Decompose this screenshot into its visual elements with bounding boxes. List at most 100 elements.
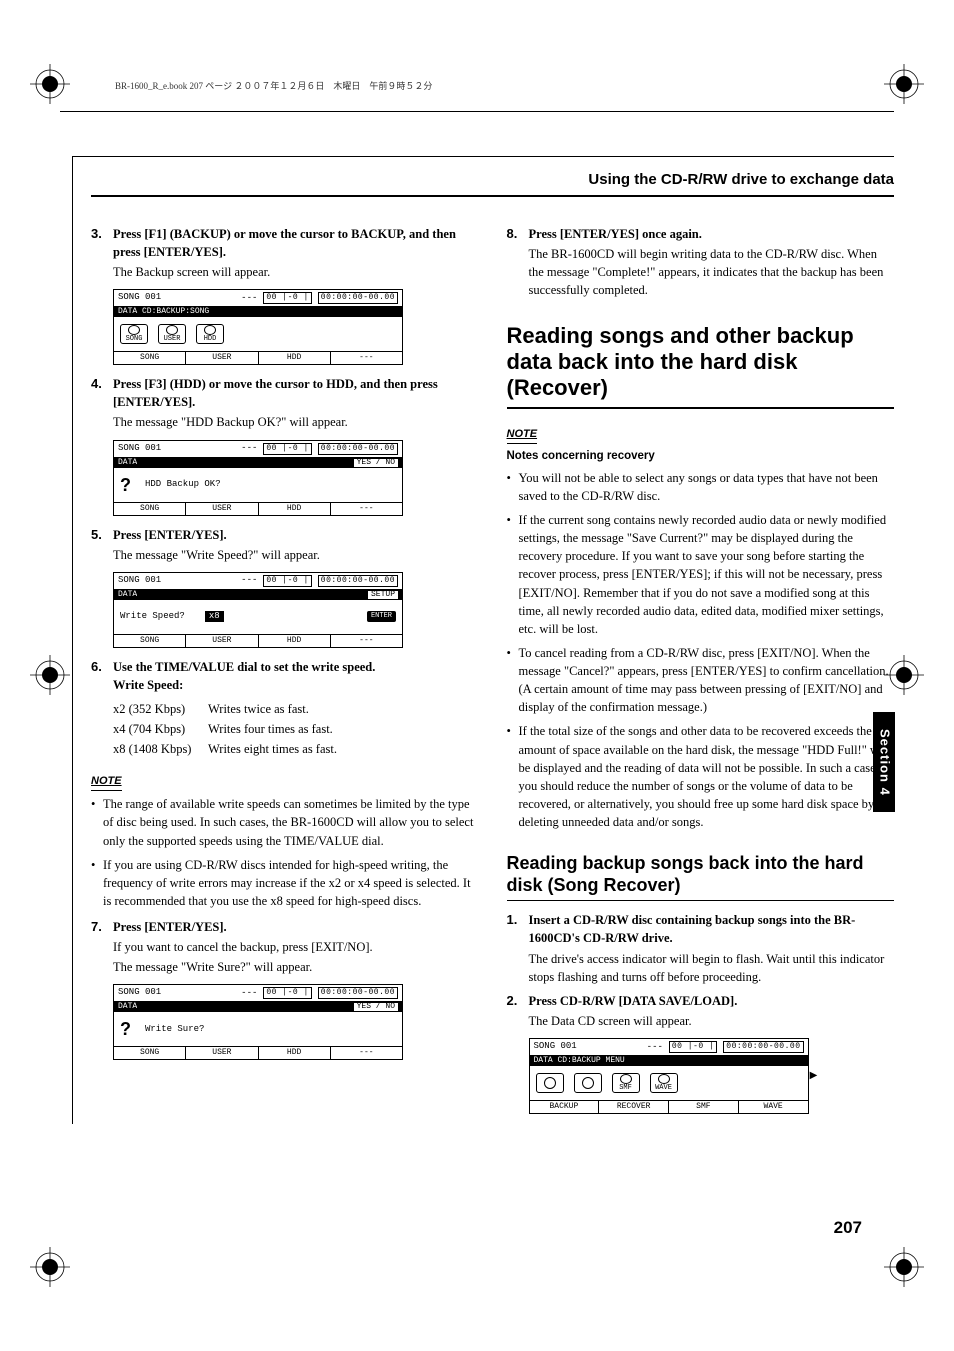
content-frame: Using the CD-R/RW drive to exchange data… [72, 156, 894, 1124]
section-title: Using the CD-R/RW drive to exchange data [91, 169, 894, 197]
lcd-song: SONG 001 [114, 441, 237, 457]
lcd-breadcrumb: DATA CD:BACKUP MENU [530, 1056, 808, 1066]
step-5: 5. Press [ENTER/YES]. The message "Write… [91, 526, 479, 564]
page: BR-1600_R_e.book 207 ページ ２００７年１２月６日 木曜日 … [0, 0, 954, 1351]
section-tab: Section 4 [873, 712, 895, 812]
step-number: 3. [91, 225, 113, 281]
lcd-value: x8 [205, 611, 224, 622]
step-instruction: Press [F3] (HDD) or move the cursor to H… [113, 377, 438, 409]
lcd-screenshot: SONG 001 --- 00 |-0 | 00:00:00-00.00 DAT… [113, 572, 403, 648]
book-header: BR-1600_R_e.book 207 ページ ２００７年１２月６日 木曜日 … [115, 80, 894, 93]
lcd-softkey: WAVE [739, 1101, 808, 1113]
crop-mark-icon [30, 64, 70, 104]
step-instruction: Insert a CD-R/RW disc containing backup … [529, 913, 856, 945]
disc-icon [574, 1073, 602, 1093]
list-item: If the current song contains newly recor… [507, 511, 895, 638]
lcd-counter: 00:00:00-00.00 [318, 292, 398, 304]
note-list: The range of available write speeds can … [91, 795, 479, 910]
lcd-tag: YES / NO [354, 459, 398, 467]
step-instruction: Press [ENTER/YES]. [113, 920, 227, 934]
table-cell: x2 (352 Kbps) [113, 700, 208, 718]
step-text: The message "HDD Backup OK?" will appear… [113, 413, 479, 431]
right-column: 8. Press [ENTER/YES] once again. The BR-… [507, 225, 895, 1124]
step-number: 4. [91, 375, 113, 431]
step-text: The message "Write Sure?" will appear. [113, 958, 479, 976]
note-subheading: Notes concerning recovery [507, 448, 895, 465]
table-cell: Writes four times as fast. [208, 720, 333, 738]
step-text: The Data CD screen will appear. [529, 1012, 895, 1030]
disc-icon: WAVE [650, 1073, 678, 1093]
lcd-screenshot: SONG 001 --- 00 |-0 | 00:00:00-00.00 DAT… [113, 289, 403, 365]
step-3: 3. Press [F1] (BACKUP) or move the curso… [91, 225, 479, 281]
page-number: 207 [834, 1216, 862, 1241]
step-number: 6. [91, 658, 113, 694]
enter-badge: ENTER [367, 611, 396, 622]
table-cell: x8 (1408 Kbps) [113, 740, 208, 758]
list-item: To cancel reading from a CD-R/RW disc, p… [507, 644, 895, 717]
step-instruction: Press [F1] (BACKUP) or move the cursor t… [113, 227, 456, 259]
step-number: 8. [507, 225, 529, 300]
lcd-softkey: SMF [669, 1101, 739, 1113]
step-r2: 2. Press CD-R/RW [DATA SAVE/LOAD]. The D… [507, 992, 895, 1030]
crop-mark-icon [884, 1247, 924, 1287]
step-instruction: Use the TIME/VALUE dial to set the write… [113, 660, 375, 674]
lcd-message: Write Sure? [145, 1025, 204, 1034]
step-4: 4. Press [F3] (HDD) or move the cursor t… [91, 375, 479, 431]
crop-mark-icon [884, 64, 924, 104]
lcd-softkey: SONG [114, 352, 186, 364]
question-icon: ? [120, 1020, 131, 1038]
step-8: 8. Press [ENTER/YES] once again. The BR-… [507, 225, 895, 300]
lcd-message: Write Speed? [120, 612, 185, 621]
step-number: 1. [507, 911, 529, 986]
step-6: 6. Use the TIME/VALUE dial to set the wr… [91, 658, 479, 694]
disc-icon: SONG [120, 324, 148, 344]
step-number: 5. [91, 526, 113, 564]
list-item: The range of available write speeds can … [91, 795, 479, 849]
lcd-screenshot: SONG 001 --- 00 |-0 | 00:00:00-00.00 DAT… [113, 984, 403, 1060]
heading-recover: Reading songs and other backup data back… [507, 323, 895, 409]
disc-icon [536, 1073, 564, 1093]
disc-icon: HDD [196, 324, 224, 344]
step-number: 2. [507, 992, 529, 1030]
lcd-breadcrumb: DATA CD:BACKUP:SONG [114, 307, 402, 317]
step-text: The Backup screen will appear. [113, 263, 479, 281]
step-text: If you want to cancel the backup, press … [113, 938, 479, 956]
lcd-counter: 00 |-0 | [263, 292, 311, 304]
write-speed-table: x2 (352 Kbps)Writes twice as fast. x4 (7… [113, 700, 479, 758]
question-icon: ? [120, 476, 131, 494]
lcd-breadcrumb: DATA [118, 459, 137, 467]
step-subheading: Write Speed: [113, 678, 183, 692]
disc-icon: SMF [612, 1073, 640, 1093]
step-instruction: Press [ENTER/YES]. [113, 528, 227, 542]
heading-song-recover: Reading backup songs back into the hard … [507, 853, 895, 901]
step-instruction: Press [ENTER/YES] once again. [529, 227, 702, 241]
table-cell: Writes twice as fast. [208, 700, 309, 718]
lcd-screenshot: SONG 001 --- 00 |-0 | 00:00:00-00.00 DAT… [529, 1038, 819, 1114]
table-cell: x4 (704 Kbps) [113, 720, 208, 738]
step-text: The BR-1600CD will begin writing data to… [529, 245, 895, 299]
list-item: If you are using CD-R/RW discs intended … [91, 856, 479, 910]
left-column: 3. Press [F1] (BACKUP) or move the curso… [91, 225, 479, 1124]
step-text: The message "Write Speed?" will appear. [113, 546, 479, 564]
crop-mark-icon [30, 655, 70, 695]
arrow-right-icon: ▶ [809, 1069, 819, 1084]
note-label: NOTE [507, 427, 538, 444]
lcd-song: SONG 001 [114, 290, 237, 306]
crop-mark-icon [30, 1247, 70, 1287]
lcd-softkey: --- [331, 352, 402, 364]
step-text: The drive's access indicator will begin … [529, 950, 895, 986]
step-7: 7. Press [ENTER/YES]. If you want to can… [91, 918, 479, 976]
list-item: If the total size of the songs and other… [507, 722, 895, 831]
note-label: NOTE [91, 774, 122, 791]
note-list: You will not be able to select any songs… [507, 469, 895, 831]
lcd-message: HDD Backup OK? [145, 480, 221, 489]
table-cell: Writes eight times as fast. [208, 740, 337, 758]
divider [60, 111, 894, 112]
step-number: 7. [91, 918, 113, 976]
lcd-softkey: BACKUP [530, 1101, 600, 1113]
disc-icon: USER [158, 324, 186, 344]
step-instruction: Press CD-R/RW [DATA SAVE/LOAD]. [529, 994, 738, 1008]
list-item: You will not be able to select any songs… [507, 469, 895, 505]
step-r1: 1. Insert a CD-R/RW disc containing back… [507, 911, 895, 986]
lcd-softkey: HDD [259, 352, 331, 364]
